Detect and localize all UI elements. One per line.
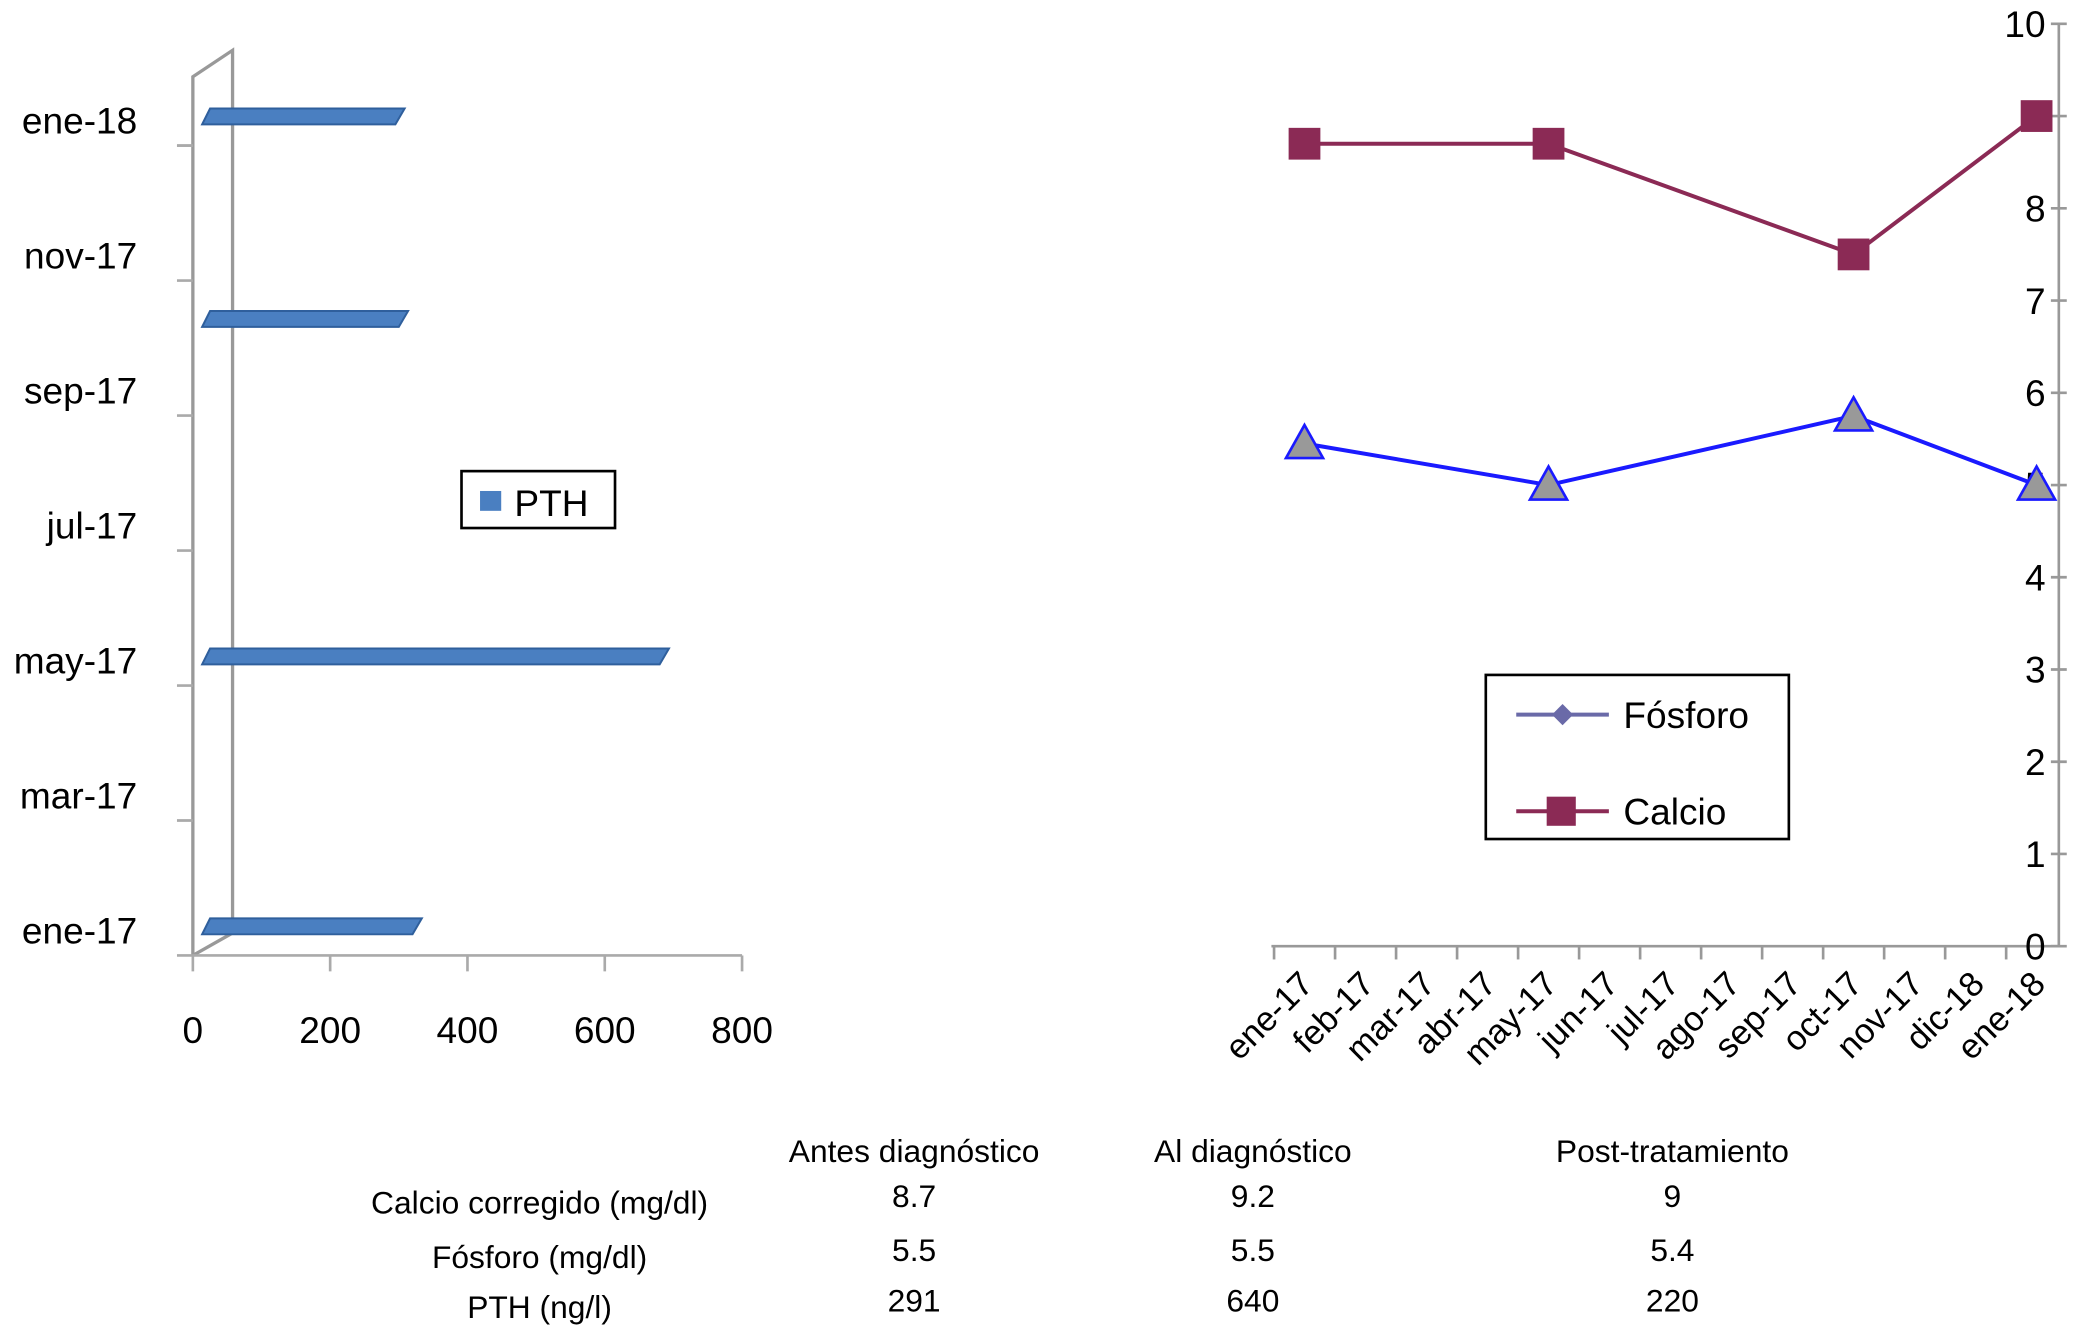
column-header: Antes diagnóstico (789, 1133, 1040, 1169)
y-tick-label: 2 (2025, 741, 2046, 783)
legend-calcio-marker (1546, 796, 1576, 826)
table-cell: 5.5 (892, 1232, 936, 1268)
y-tick-label: 10 (2004, 3, 2045, 45)
table-cell: 640 (1226, 1282, 1279, 1318)
calcio-point (1837, 238, 1870, 271)
values-table: Antes diagnóstico Al diagnóstico Post-trat… (371, 1133, 1789, 1325)
y-tick-label: 7 (2025, 280, 2046, 322)
row-label: Calcio corregido (mg/dl) (371, 1185, 708, 1221)
y-tick-label: mar-17 (20, 775, 137, 817)
x-tick-label: 400 (437, 1009, 499, 1051)
fosforo-point (2015, 463, 2058, 501)
x-tick-label: 600 (574, 1009, 636, 1051)
legend-box (1484, 673, 1791, 841)
x-tick-label: 0 (183, 1009, 204, 1051)
x-tick-label: 800 (711, 1009, 773, 1051)
y-tick-label: nov-17 (24, 235, 137, 277)
calcio-fosforo-line-chart: 012345678910ene-17feb-17mar-17abr-17may-… (1218, 3, 2067, 1073)
table-cell: 291 (888, 1282, 941, 1318)
legend-swatch (480, 490, 502, 511)
y-tick-label: 1 (2025, 833, 2046, 875)
legend-calcio-label: Calcio (1623, 790, 1726, 832)
pth-bar (200, 647, 671, 666)
pth-bar-chart: 0 200 400 600 800 ene-17 mar-17 may-17 jul-17 sep… (14, 47, 773, 1051)
column-header: Al diagnóstico (1154, 1133, 1352, 1169)
y-tick-label: ene-17 (22, 910, 137, 952)
calcio-point (1288, 127, 1321, 160)
calcio-point (1532, 127, 1565, 160)
fosforo-point (1527, 463, 1570, 501)
legend-fosforo-label: Fósforo (1623, 694, 1749, 736)
y-tick-label: jul-17 (46, 505, 138, 547)
y-tick-label: may-17 (14, 640, 138, 682)
y-tick-label: 6 (2025, 372, 2046, 414)
pth-bar (200, 917, 424, 936)
table-cell: 9.2 (1231, 1178, 1275, 1214)
pth-bar (200, 107, 407, 126)
legend-label: PTH (514, 482, 588, 524)
fosforo-point (1283, 422, 1326, 460)
table-cell: 5.5 (1231, 1232, 1275, 1268)
row-label: Fósforo (mg/dl) (432, 1239, 647, 1275)
y-tick-label: ene-18 (22, 100, 137, 142)
row-label: PTH (ng/l) (467, 1289, 612, 1325)
calcio-point (2020, 100, 2053, 132)
y-tick-label: 8 (2025, 188, 2046, 230)
y-tick-label: 4 (2025, 556, 2046, 598)
y-tick-label: 0 (2025, 925, 2046, 967)
fosforo-line (1304, 413, 2038, 488)
table-cell: 8.7 (892, 1178, 936, 1214)
back-wall (191, 47, 235, 957)
table-cell: 220 (1646, 1282, 1699, 1318)
legend-fosforo-marker (1551, 704, 1574, 726)
fosforo-point (1832, 394, 1875, 432)
calcio-line (1304, 114, 2038, 257)
y-tick-label: 3 (2025, 649, 2046, 691)
pth-bar (200, 310, 410, 328)
column-header: Post-tratamiento (1556, 1133, 1789, 1169)
table-cell: 9 (1664, 1178, 1682, 1214)
y-tick-label: sep-17 (24, 370, 137, 412)
table-cell: 5.4 (1650, 1232, 1694, 1268)
x-tick-label: 200 (299, 1009, 361, 1051)
